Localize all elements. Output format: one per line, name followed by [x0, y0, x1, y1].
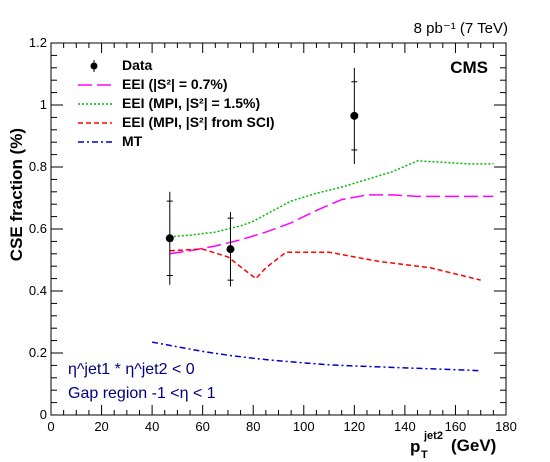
x-axis-title: p T jet2 (GeV) [410, 430, 496, 461]
series-line-2 [169, 248, 481, 281]
y-tick-label: 0.4 [29, 283, 47, 298]
x-tick-label: 180 [495, 419, 517, 434]
x-tick-label: 160 [445, 419, 467, 434]
x-tick-label: 80 [246, 419, 260, 434]
series-line-3 [151, 341, 481, 372]
legend: Data EEI (|S²| = 0.7%) EEI (MPI, |S²| = 1.… [78, 57, 275, 149]
legend-label-data: Data [122, 57, 153, 73]
data-point [226, 245, 235, 254]
x-tick-label: 0 [47, 419, 54, 434]
y-tick-label: 1 [40, 97, 47, 112]
x-axis-title-sub: T [421, 449, 428, 461]
x-tick-label: 120 [343, 419, 365, 434]
legend-label-1: EEI (MPI, |S²| = 1.5%) [122, 95, 260, 111]
x-tick-label: 40 [145, 419, 159, 434]
x-tick-label: 20 [94, 419, 108, 434]
eta-annotation: η^jet1 * η^jet2 < 0 [68, 361, 195, 378]
data-points-layer [165, 67, 359, 287]
axis-ticks: 0 20 40 60 80 100 120 140 160 180 0 0.2 0.4 0.6 0.8 1 1.… [29, 35, 517, 434]
x-axis-title-sup: jet2 [423, 430, 443, 442]
gap-region-annotation: Gap region -1 <η < 1 [68, 385, 216, 402]
lumi-label: 8 pb⁻¹ (7 TeV) [414, 20, 508, 37]
series-line-1 [169, 160, 494, 238]
y-tick-label: 0.6 [29, 221, 47, 236]
x-axis-title-main: p [410, 437, 420, 456]
x-tick-label: 140 [394, 419, 416, 434]
legend-label-0: EEI (|S²| = 0.7%) [122, 76, 227, 92]
x-tick-label: 60 [195, 419, 209, 434]
x-tick-label: 100 [293, 419, 315, 434]
data-point [350, 111, 359, 120]
legend-label-3: MT [122, 133, 143, 149]
data-point [165, 234, 174, 243]
plot-frame [50, 42, 507, 416]
y-tick-label: 0.8 [29, 159, 47, 174]
y-tick-label: 1.2 [29, 35, 47, 50]
y-axis-title: CSE fraction (%) [7, 128, 26, 261]
y-tick-label: 0.2 [29, 345, 47, 360]
experiment-label: CMS [450, 58, 488, 77]
y-tick-label: 0 [40, 407, 47, 422]
series-layer [151, 160, 494, 372]
legend-label-2: EEI (MPI, |S²| from SCI) [122, 114, 275, 130]
series-line-0 [169, 194, 494, 255]
x-axis-title-unit: (GeV) [451, 436, 496, 455]
